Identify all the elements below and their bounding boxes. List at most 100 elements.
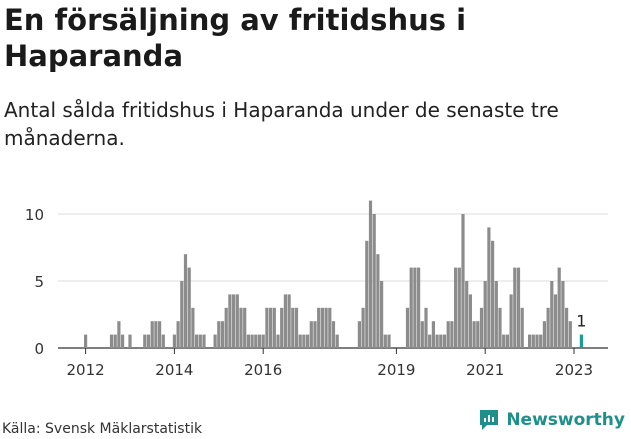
bar [502,334,506,348]
bar [380,281,384,348]
bar [232,294,236,348]
x-tick-label: 2019 [377,361,415,379]
bar [117,321,121,348]
bar [557,267,561,348]
bar [328,307,332,348]
bar [520,307,524,348]
bar [420,321,424,348]
bar [446,321,450,348]
bar [276,334,280,348]
bar [357,321,361,348]
bar [309,321,313,348]
bar [461,214,465,348]
x-tick-label: 2014 [155,361,193,379]
y-tick-label: 10 [25,206,44,224]
bar [376,254,380,348]
bar [387,334,391,348]
bar [494,281,498,348]
highlight-bar [579,334,583,348]
chart-subtitle: Antal sålda fritidshus i Haparanda under… [4,98,559,150]
brand-name: Newsworthy [506,410,625,430]
bar [468,294,472,348]
bar [158,321,162,348]
bar [298,334,302,348]
bar [383,334,387,348]
bar [431,321,435,348]
bar [442,334,447,348]
bar [265,307,269,348]
bar [121,334,125,348]
bar [546,307,550,348]
bar [553,294,558,348]
bar [183,254,188,348]
bar [561,281,565,348]
bar [457,267,461,348]
bar [246,334,250,348]
bar [302,334,306,348]
bar [272,307,276,348]
bar [365,240,369,348]
bar [224,307,228,348]
bar [172,334,176,348]
bar [361,307,365,348]
highlight-label: 1 [576,312,586,331]
source-note: Källa: Svensk Mäklarstatistik [2,421,203,437]
y-tick-label: 5 [34,273,44,291]
bar [187,267,191,348]
bar [324,307,328,348]
bar [368,200,373,348]
bar [291,307,295,348]
bar [257,334,262,348]
x-tick-label: 2021 [466,361,504,379]
brand-logo[interactable]: Newsworthy [478,408,625,432]
bar [331,321,336,348]
bar [220,321,225,348]
bar [128,334,132,348]
bar [428,334,432,348]
bar [528,334,532,348]
bar [565,307,569,348]
bar [454,267,458,348]
bar [109,334,114,348]
bar [250,334,254,348]
bar [435,334,439,348]
bar [161,334,165,348]
bar [417,267,421,348]
bar [539,334,543,348]
bar [483,281,487,348]
bar [287,294,291,348]
bar [213,334,217,348]
x-axis: 2012 2014 2016 2019 2021 2023 [67,348,593,379]
bar [372,214,376,348]
bar [254,334,258,348]
bar [239,307,243,348]
bar [317,307,321,348]
bar [198,334,202,348]
bar [516,267,521,348]
bar [143,334,147,348]
bar [550,281,554,348]
bar [424,307,428,348]
bar [217,321,221,348]
x-tick-label: 2012 [67,361,105,379]
bar [261,334,265,348]
bar [568,321,572,348]
bar [269,307,273,348]
bar [294,307,299,348]
bar [146,334,151,348]
bar [413,267,417,348]
bars: 1 [84,200,586,348]
y-tick-label: 0 [34,340,44,358]
bar [235,294,239,348]
bar [176,321,180,348]
bar [154,321,158,348]
bar-chart: 0 5 10 1 2012 2014 2016 2019 2021 2023 [25,200,608,379]
bar [450,321,454,348]
bar [513,267,517,348]
bar [487,227,491,348]
bar [335,334,339,348]
bar [84,334,88,348]
bar [283,294,287,348]
bar [505,334,509,348]
bar [509,294,513,348]
